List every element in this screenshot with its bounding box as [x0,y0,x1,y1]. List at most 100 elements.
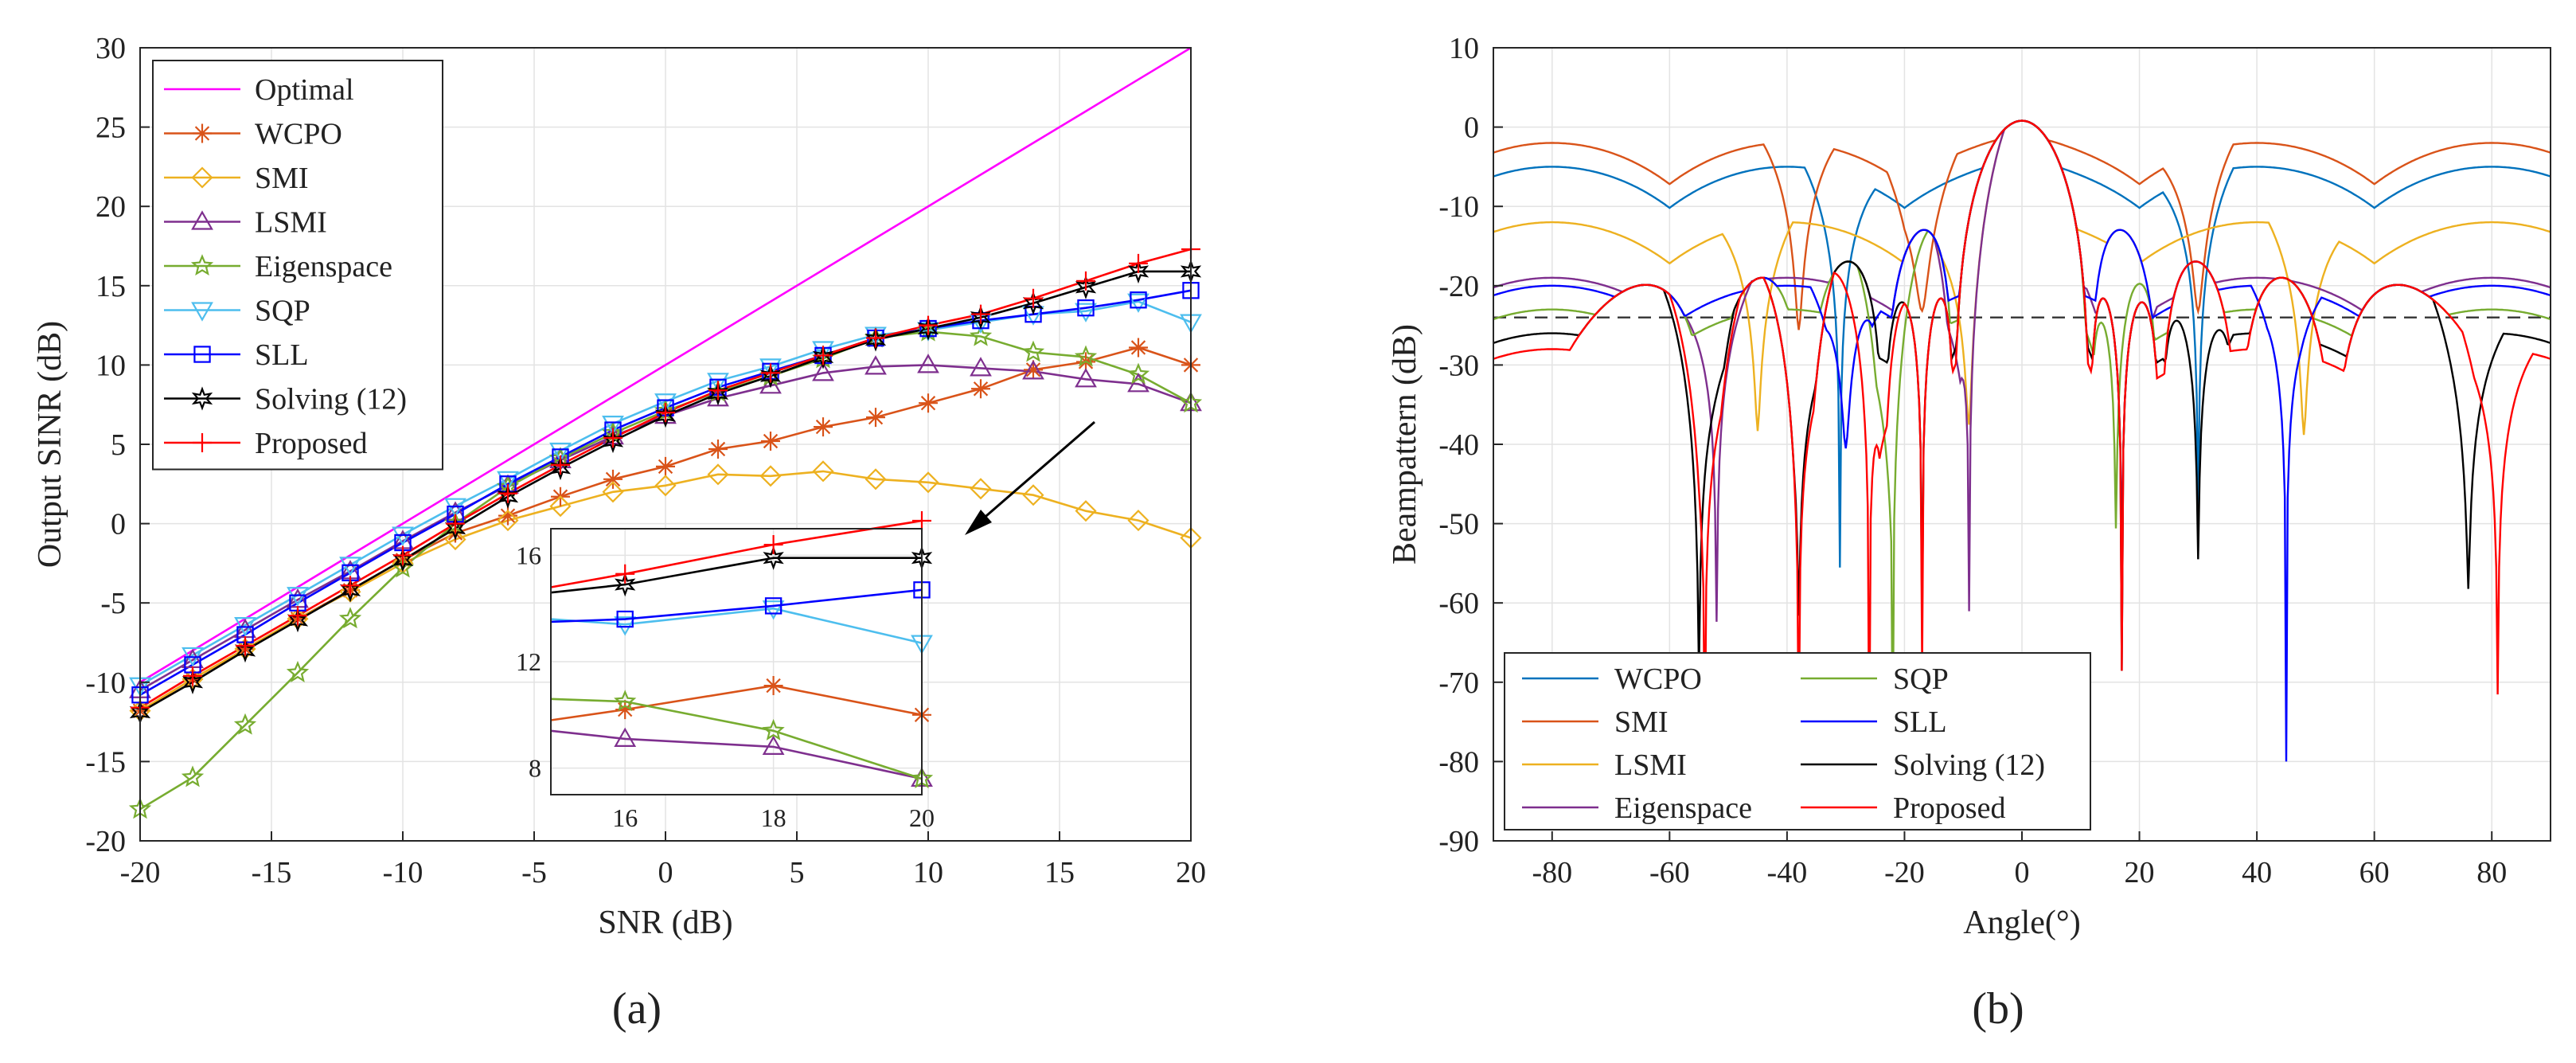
legend-marker-solving-12 [191,386,213,411]
inset-data-point-proposed [912,510,931,530]
data-point-wcpo [814,417,833,437]
y-tick-label: 20 [96,190,126,224]
panel-a-y-axis-label: Output SINR (dB) [32,321,68,568]
panel-a-legend: Optimal WCPO SMI LSMI Eigenspace SQP SLL Solvin… [152,60,443,471]
legend-label-solving-12: Solving (12) [255,383,407,416]
data-point-eigenspace [1126,362,1150,385]
legend-label-smi: SMI [1614,705,1669,739]
data-point-wcpo [656,456,675,476]
inset-x-tick-label: 20 [909,803,935,832]
x-tick-label: -20 [120,856,161,889]
legend-marker-proposed [193,433,212,452]
zoom-arrow [965,420,1095,535]
data-point-proposed [814,346,833,365]
y-tick-label: -10 [1438,190,1479,224]
panel-b-caption: (b) [1972,984,2024,1034]
legend-label-solving-12: Solving (12) [1893,748,2045,782]
data-point-wcpo [708,439,728,459]
data-point-solving-12 [865,327,887,352]
inset-data-point-eigenspace [614,690,637,712]
panel-a-zoom-inset: 16 18 20 8 12 16 [516,510,935,832]
inset-series-line-eigenspace [550,698,923,780]
inset-data-point-eigenspace [762,718,785,741]
y-tick-label: 15 [96,270,126,303]
x-tick-label: -15 [252,856,292,889]
panel-a-ticks: -20 -15 -10 -5 0 5 10 15 20 -20 -15 -10 -5 0 5 10 15 20 25… [85,32,1206,889]
data-point-smi [917,471,939,494]
data-point-wcpo [919,393,938,413]
legend-label-sqp: SQP [1893,662,1949,696]
inset-series-line-sqp [550,607,923,644]
legend-marker-sll [193,346,211,363]
x-tick-label: 20 [1176,856,1206,889]
x-tick-label: 15 [1044,856,1075,889]
y-tick-label: -40 [1438,428,1479,462]
data-point-solving-12 [602,428,624,454]
data-point-lsmi [865,355,887,375]
inset-data-point-sll [616,610,634,628]
panel-a-caption: (a) [612,984,662,1034]
data-point-wcpo [498,506,517,526]
series-line-proposed [1493,119,2551,762]
y-tick-label: 10 [96,349,126,382]
x-tick-label: -5 [521,856,547,889]
data-point-solving-12 [181,670,204,694]
data-point-smi [759,465,782,487]
inset-y-tick-label: 8 [529,754,541,783]
data-point-wcpo [761,432,780,451]
data-point-wcpo [971,379,990,399]
data-point-proposed [446,514,465,533]
data-point-sqp [1127,293,1149,313]
data-point-lsmi [759,374,782,394]
inset-data-point-solving-12 [615,572,636,597]
data-point-proposed [708,381,728,401]
legend-label-proposed: Proposed [255,427,367,460]
y-tick-label: -90 [1438,825,1479,858]
data-point-proposed [498,483,517,503]
inset-series-line-sll [550,588,923,623]
legend-marker-wcpo [193,123,212,143]
data-point-wcpo [1024,360,1043,380]
legend-label-eigenspace: Eigenspace [255,250,392,283]
data-point-lsmi [812,361,834,381]
data-point-solving-12 [497,484,519,509]
data-point-smi [1022,484,1044,506]
data-point-proposed [1024,288,1043,308]
y-tick-label: -20 [85,825,126,858]
data-point-proposed [288,606,307,626]
data-point-smi [1127,510,1149,532]
y-tick-label: 30 [96,32,126,65]
data-point-sqp [549,442,572,463]
data-point-solving-12 [654,403,677,428]
y-tick-label: 5 [111,428,126,462]
panel-b-x-axis-label: Angle(°) [1963,905,2080,941]
data-point-smi [865,468,887,490]
data-point-eigenspace [1074,345,1098,367]
data-point-lsmi [1022,360,1044,380]
data-point-sll [1130,291,1147,309]
x-tick-label: -10 [383,856,423,889]
data-point-eigenspace [338,607,362,629]
legend-label-sll: SLL [255,338,309,372]
panel-b-legend: WCPO SMI LSMI Eigenspace SQP SLL Solving (12) P… [1504,652,2091,830]
data-point-sqp [339,557,361,576]
inset-data-point-proposed [615,564,635,584]
data-point-sqp [707,373,729,393]
data-point-smi [497,510,519,532]
data-point-smi [1075,500,1097,522]
y-tick-label: 0 [111,508,126,541]
data-point-proposed [393,545,412,565]
panel-b-ticks: -80 -60 -40 -20 0 20 40 60 80 -90 -80 -70 -60 -50 -40 -… [1438,32,2507,889]
inset-series-line-solving-12 [550,557,922,594]
data-point-solving-12 [970,305,992,330]
data-point-smi [444,528,466,551]
data-point-proposed [1076,271,1095,291]
data-point-smi [602,481,624,503]
y-tick-label: -10 [85,666,126,700]
data-point-solving-12 [759,364,782,389]
y-tick-label: -15 [85,745,126,779]
x-tick-label: 60 [2359,856,2390,889]
x-tick-label: 80 [2476,856,2507,889]
data-point-solving-12 [549,455,572,481]
